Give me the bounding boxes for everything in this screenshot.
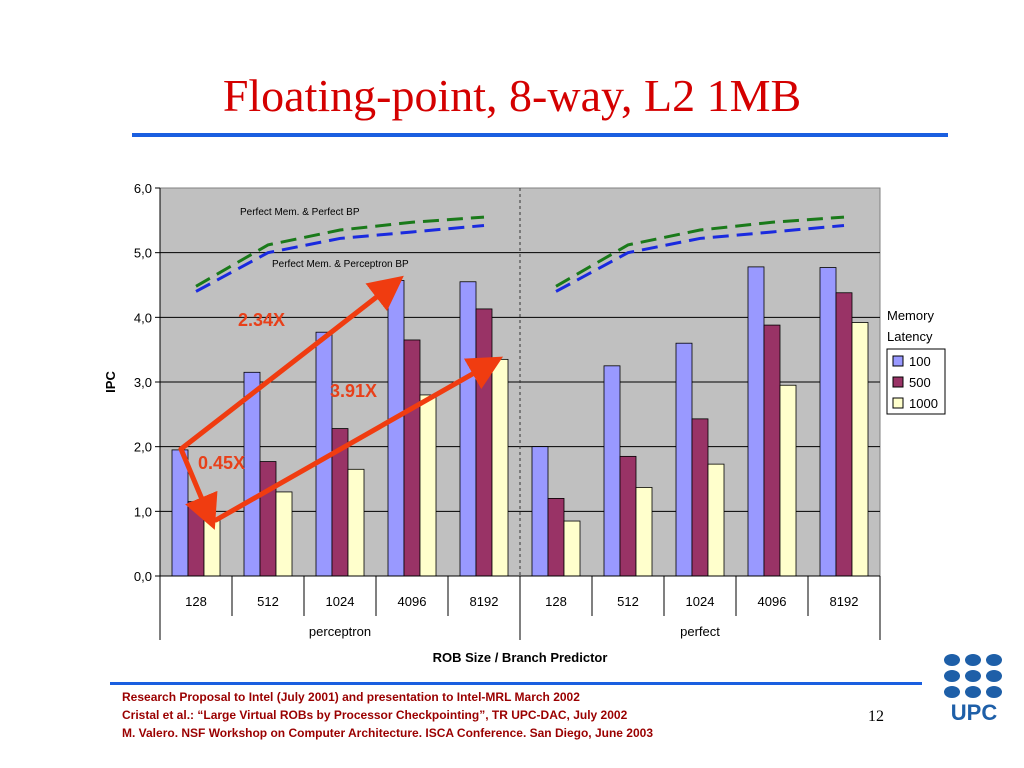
x-tick-label: 128 (185, 594, 207, 609)
upc-logo: UPC (944, 654, 1002, 724)
bar-100-8 (747, 266, 765, 577)
x-tick-label: 512 (257, 594, 279, 609)
bar-1000-4 (491, 358, 509, 577)
legend: Memory Latency 100 500 1000 (886, 308, 946, 415)
y-tick-label: 3,0 (134, 375, 152, 390)
bar-500-7 (691, 418, 709, 577)
legend-swatch-100 (892, 355, 904, 367)
annotation-label-2: 0.45X (198, 453, 245, 473)
bar-100-5 (531, 446, 549, 577)
bars (171, 266, 869, 577)
legend-label-100: 100 (909, 354, 931, 369)
annotations: 2.34X 3.91X 0.45X (178, 275, 504, 530)
bar-500-9 (835, 292, 853, 577)
reference-line-0-group-1 (555, 215, 845, 288)
bar-1000-8 (779, 384, 797, 577)
y-tick-label: 4,0 (134, 310, 152, 325)
reference-line-label-perfect-bp: Perfect Mem. & Perfect BP (240, 207, 360, 218)
bar-1000-7 (707, 463, 725, 577)
annotation-label-0: 2.34X (238, 310, 285, 330)
upc-logo-text: UPC (951, 700, 998, 724)
bar-500-3 (403, 339, 421, 577)
bar-500-5 (547, 497, 565, 577)
annotation-arrow-0 (178, 275, 404, 452)
group-label-perceptron: perceptron (309, 624, 371, 639)
bar-500-0 (187, 501, 205, 577)
group-label-perfect: perfect (680, 624, 720, 639)
bar-100-3 (387, 280, 405, 577)
bar-100-4 (459, 281, 477, 577)
legend-label-500: 500 (909, 375, 931, 390)
annotation-label-1: 3.91X (330, 381, 377, 401)
reference-lines: Perfect Mem. & Perfect BP Perfect Mem. & … (195, 207, 845, 293)
y-axis-label: IPC (103, 371, 118, 393)
bar-500-4 (475, 308, 493, 577)
y-tick-label: 2,0 (134, 440, 152, 455)
legend-swatch-1000 (892, 397, 904, 409)
x-tick-label: 128 (545, 594, 567, 609)
legend-swatch-500 (892, 376, 904, 388)
bar-500-1 (259, 461, 277, 577)
bar-500-8 (763, 324, 781, 577)
axes: 0,0 1,0 2,0 3,0 4,0 5,0 6,0 128 512 1024 4096 8192 p… (134, 181, 881, 640)
page-number: 12 (868, 708, 884, 725)
bar-1000-2 (347, 468, 365, 577)
reference-line-1-group-1 (555, 224, 845, 293)
reference-line-0-group-0 (195, 215, 485, 288)
legend-title-line-2: Latency (887, 329, 933, 344)
bar-1000-1 (275, 491, 293, 577)
annotation-arrow-1 (178, 446, 218, 530)
bar-1000-6 (635, 487, 653, 577)
bar-100-1 (243, 371, 261, 577)
reference-line-1-group-0 (195, 224, 485, 293)
y-tick-label: 0,0 (134, 569, 152, 584)
bar-100-6 (603, 365, 621, 577)
y-tick-label: 5,0 (134, 246, 152, 261)
y-tick-label: 1,0 (134, 504, 152, 519)
x-tick-label: 1024 (686, 594, 715, 609)
reference-line-label-perceptron-bp: Perfect Mem. & Perceptron BP (272, 259, 409, 270)
x-tick-label: 4096 (758, 594, 787, 609)
y-tick-label: 6,0 (134, 181, 152, 196)
bar-1000-9 (851, 322, 869, 577)
x-tick-label: 8192 (470, 594, 499, 609)
x-tick-label: 512 (617, 594, 639, 609)
bar-1000-0 (203, 518, 221, 577)
bar-500-6 (619, 455, 637, 577)
footer-line-3: M. Valero. NSF Workshop on Computer Arch… (122, 726, 653, 740)
annotation-arrow-2 (213, 356, 504, 523)
bar-100-9 (819, 267, 837, 577)
footer-credits: Research Proposal to Intel (July 2001) a… (122, 688, 653, 742)
x-tick-label: 4096 (398, 594, 427, 609)
slide-title: Floating-point, 8-way, L2 1MB (222, 70, 802, 121)
x-tick-label: 8192 (830, 594, 859, 609)
footer-line-1: Research Proposal to Intel (July 2001) a… (122, 690, 580, 704)
x-axis-label: ROB Size / Branch Predictor (433, 650, 608, 665)
bar-1000-5 (563, 520, 581, 577)
footer-line-2: Cristal et al.: “Large Virtual ROBs by P… (122, 708, 628, 722)
bar-100-7 (675, 342, 693, 577)
x-tick-label: 1024 (326, 594, 355, 609)
bar-1000-3 (419, 394, 437, 577)
title-divider (132, 133, 948, 137)
footer-divider (110, 682, 922, 685)
legend-title-line-1: Memory (887, 308, 934, 323)
bar-100-0 (171, 449, 189, 577)
legend-label-1000: 1000 (909, 396, 938, 411)
